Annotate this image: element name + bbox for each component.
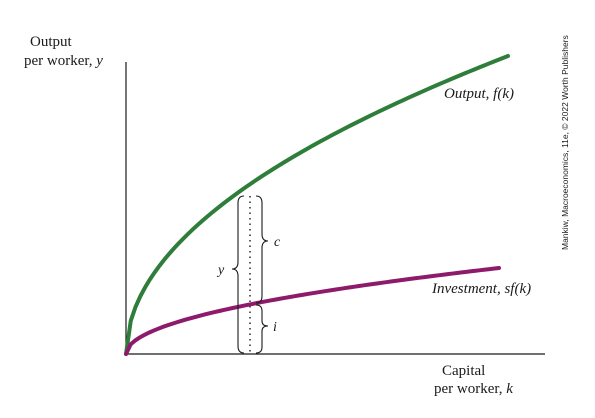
brace-c — [255, 195, 269, 304]
brace-i-label: i — [273, 320, 277, 335]
x-axis-label-line1: Capital — [442, 363, 485, 379]
y-axis-label-line1: Output — [30, 34, 73, 50]
output-curve — [124, 54, 510, 356]
brace-y — [231, 195, 245, 354]
y-axis-label-line2: per worker, y — [24, 53, 103, 69]
investment-curve-label: Investment, sf(k) — [431, 281, 531, 297]
investment-curve — [124, 266, 501, 356]
output-curve-label: Output, f(k) — [444, 86, 514, 102]
brace-y-label: y — [216, 263, 225, 278]
brace-i — [255, 304, 269, 354]
x-axis-label-line2: per worker, k — [434, 381, 513, 397]
brace-c-label: c — [274, 235, 281, 250]
copyright-credit: Mankiw, Macroeconomics, 11e, © 2022 Wort… — [560, 35, 570, 250]
